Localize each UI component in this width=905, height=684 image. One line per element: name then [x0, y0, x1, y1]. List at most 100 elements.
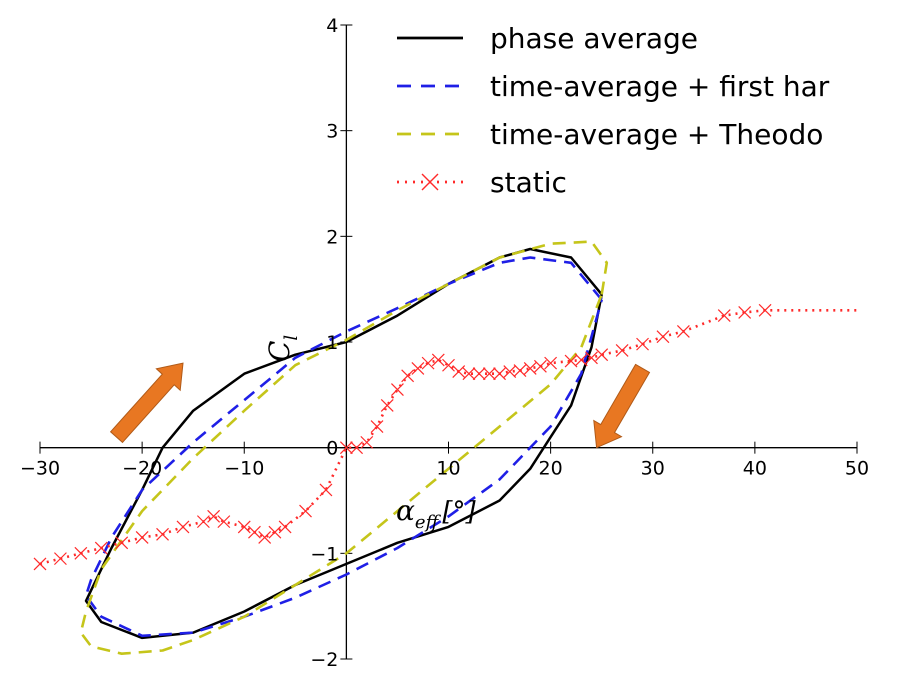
marker-stroke [544, 356, 558, 370]
data-point [574, 353, 588, 367]
x-tick-label: 10 [436, 458, 460, 480]
marker-stroke [94, 541, 108, 555]
data-point [115, 536, 129, 550]
marker-stroke [33, 557, 47, 571]
marker-stroke [380, 398, 394, 412]
y-tick-label: 1 [326, 332, 338, 354]
data-point [33, 557, 47, 571]
data-point [758, 303, 772, 317]
marker-stroke [115, 536, 129, 550]
data-point [268, 525, 282, 539]
marker-stroke [595, 348, 609, 362]
data-point [452, 365, 466, 379]
data-point [462, 367, 476, 381]
x-tick-label: −30 [20, 458, 60, 480]
data-point [54, 552, 67, 566]
marker-stroke [442, 358, 455, 372]
data-point [278, 520, 292, 534]
marker-stroke [237, 520, 251, 534]
x-tick-label: 20 [539, 458, 563, 480]
data-point [615, 344, 629, 357]
data-point [360, 435, 374, 449]
data-point [595, 348, 609, 362]
marker-stroke [472, 367, 486, 381]
marker-stroke [401, 369, 415, 383]
data-point [533, 359, 547, 373]
marker-stroke [513, 364, 527, 377]
marker-stroke [482, 367, 496, 381]
y-tick-label: 3 [326, 121, 338, 143]
data-point [564, 354, 578, 368]
marker-stroke [268, 525, 282, 539]
marker-stroke [360, 435, 374, 449]
data-point [482, 367, 496, 381]
legend-marker [421, 173, 439, 191]
marker-stroke [207, 509, 221, 523]
marker-stroke [615, 344, 629, 357]
marker-stroke [74, 546, 88, 560]
marker-stroke [533, 359, 547, 373]
marker-stroke [248, 525, 261, 539]
legend-label: static [490, 166, 567, 199]
data-point [258, 531, 272, 544]
marker-stroke [738, 305, 752, 319]
data-point [544, 356, 558, 370]
marker-stroke [339, 441, 353, 455]
series-line [79, 240, 609, 655]
data-point [656, 330, 670, 344]
marker-stroke [421, 356, 435, 370]
marker-stroke [462, 367, 476, 381]
legend-label: time-average + first har [490, 70, 830, 103]
x-tick-label: 50 [845, 458, 869, 480]
data-point [94, 541, 108, 555]
data-point [391, 383, 404, 396]
series-line [84, 256, 603, 638]
annotation-layer [109, 362, 651, 449]
axis-labels: αeff [°] Cl [263, 335, 476, 533]
data-point [717, 309, 731, 323]
data-point [411, 361, 425, 375]
y-tick-label: 4 [326, 15, 338, 37]
legend: phase average time-average + first har tim… [397, 22, 830, 199]
data-point [513, 364, 527, 377]
marker-stroke [574, 353, 588, 367]
marker-stroke [319, 483, 333, 497]
data-point [207, 509, 221, 523]
data-point [380, 398, 394, 412]
data-point [319, 483, 333, 497]
data-point [217, 515, 231, 529]
arrow-up-right [109, 362, 184, 444]
y-tick-label: −1 [310, 543, 338, 565]
marker-stroke [564, 354, 578, 368]
data-point [472, 367, 486, 381]
marker-stroke [717, 309, 731, 323]
series-first-harmonic [84, 256, 603, 638]
data-point [176, 520, 190, 534]
data-point [523, 361, 537, 375]
legend-entry: static [397, 166, 567, 199]
marker-stroke [431, 353, 445, 367]
marker-stroke [176, 520, 190, 534]
marker-stroke [676, 325, 690, 338]
y-axis-label: Cl [263, 335, 302, 362]
marker-stroke [585, 351, 598, 365]
legend-entry: phase average [397, 22, 698, 55]
marker-stroke [503, 365, 517, 379]
legend-label: phase average [490, 22, 698, 55]
data-point [493, 367, 506, 381]
marker-stroke [452, 365, 466, 379]
x-axis-label: αeff [°] [396, 494, 476, 533]
data-point [636, 337, 649, 351]
y-tick-label: 2 [326, 226, 338, 248]
x-tick-label: −10 [224, 458, 264, 480]
data-point [350, 441, 364, 455]
data-point [738, 305, 752, 319]
marker-stroke [54, 552, 67, 566]
marker-stroke [758, 303, 772, 317]
marker-stroke [196, 515, 210, 529]
series-line [84, 247, 603, 640]
data-point [196, 515, 210, 529]
marker-stroke [411, 361, 425, 375]
